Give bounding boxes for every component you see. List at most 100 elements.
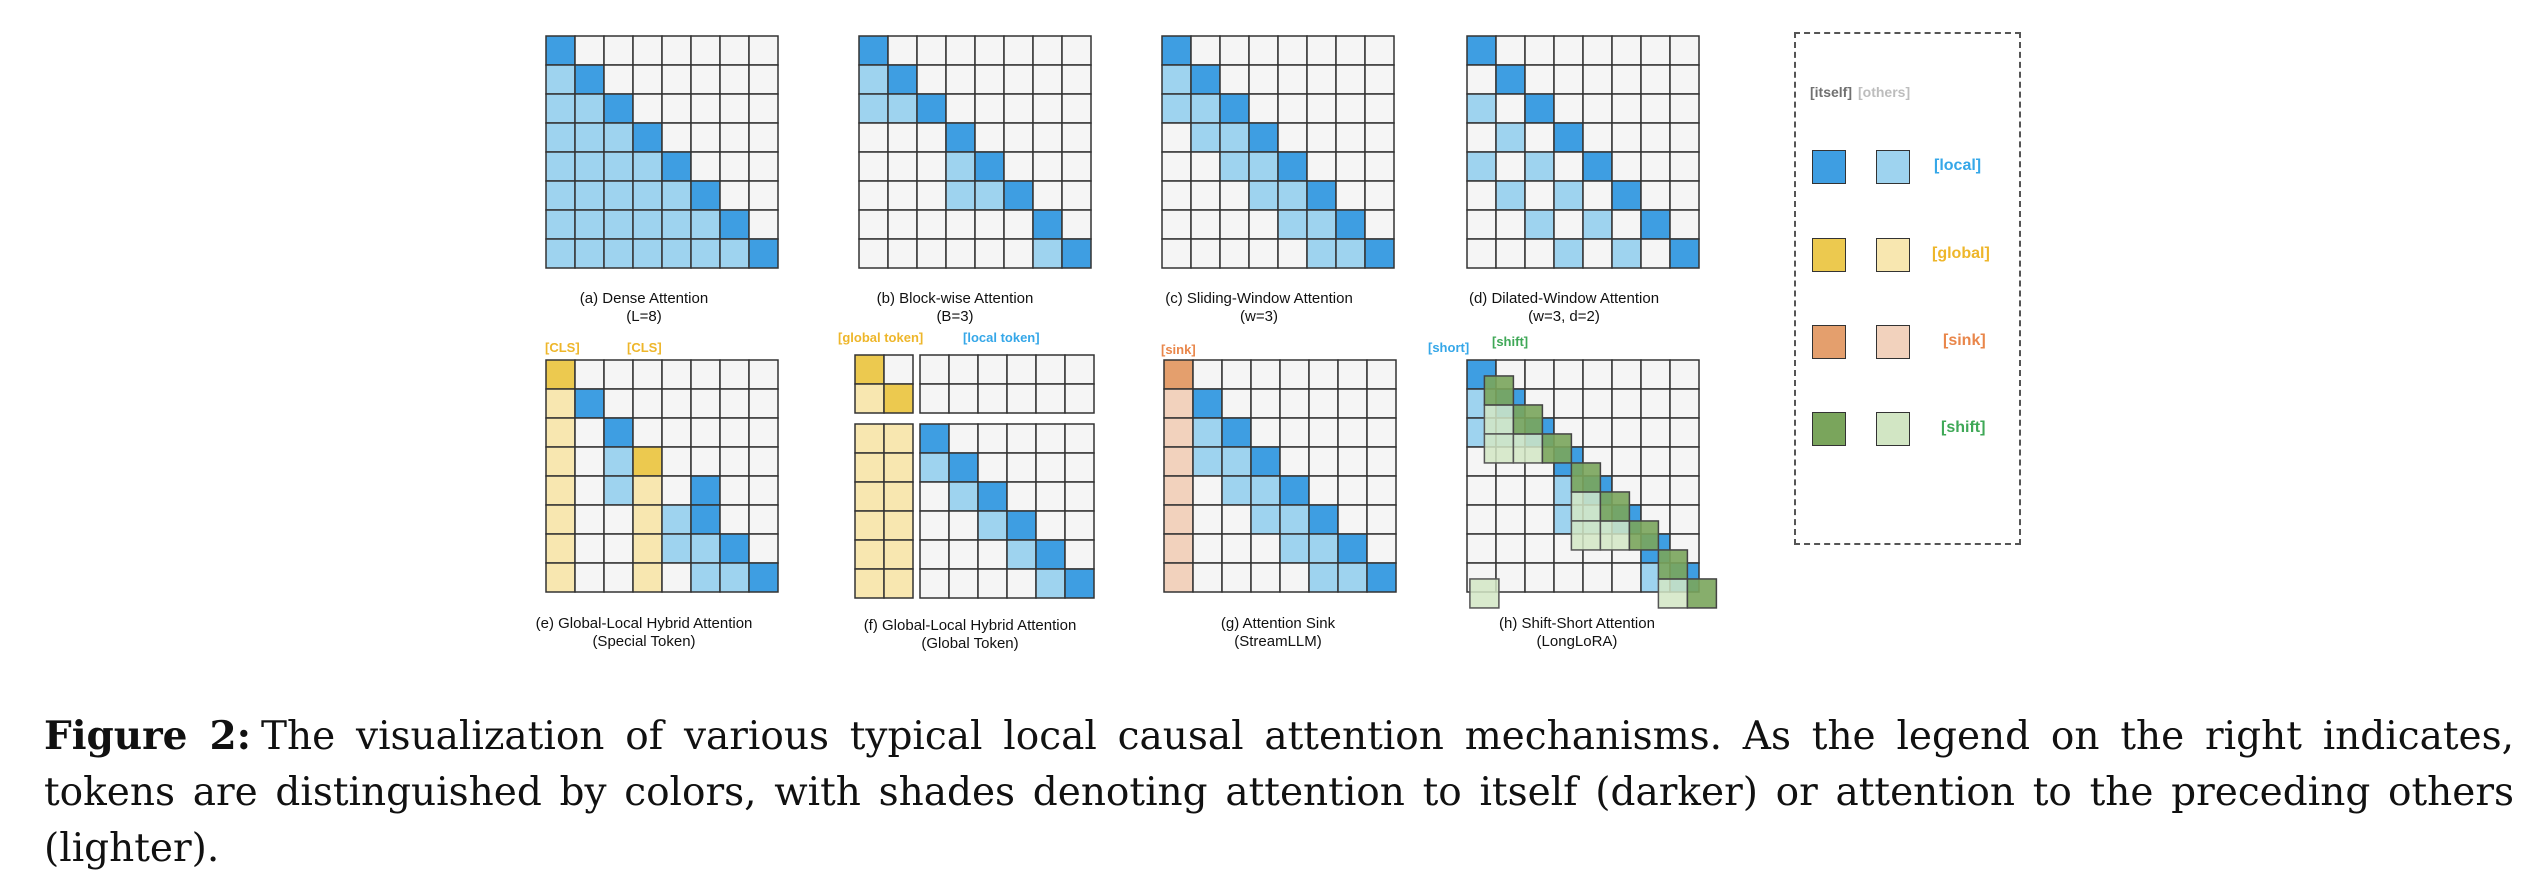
cell-g-2-6 bbox=[1337, 417, 1368, 448]
cell-c-5-6 bbox=[1335, 180, 1366, 211]
cell-b-7-1 bbox=[887, 238, 918, 269]
cell-h-0-7 bbox=[1669, 359, 1700, 390]
cell-e-4-3 bbox=[632, 475, 663, 506]
cell-a-7-1 bbox=[574, 238, 605, 269]
cell-a-3-0 bbox=[545, 122, 576, 153]
cell-f-bot-l-1-3 bbox=[1006, 452, 1037, 483]
cell-d-0-0 bbox=[1466, 35, 1497, 66]
cell-g-4-1 bbox=[1192, 475, 1223, 506]
cell-a-1-5 bbox=[690, 64, 721, 95]
cell-c-7-0 bbox=[1161, 238, 1192, 269]
cell-d-6-4 bbox=[1582, 209, 1613, 240]
cell-f-bot-l-3-3 bbox=[1006, 510, 1037, 541]
panel-label-a: (a) Dense Attention (L=8) bbox=[474, 290, 814, 326]
cell-c-3-7 bbox=[1364, 122, 1395, 153]
cell-c-1-5 bbox=[1306, 64, 1337, 95]
cell-e-4-7 bbox=[748, 475, 779, 506]
cell-b-1-2 bbox=[916, 64, 947, 95]
cell-e-2-6 bbox=[719, 417, 750, 448]
cell-a-4-1 bbox=[574, 151, 605, 182]
cell-d-7-4 bbox=[1582, 238, 1613, 269]
cell-h-5-0 bbox=[1466, 504, 1497, 535]
legend-label-global: [global] bbox=[1932, 245, 1990, 262]
cell-c-6-5 bbox=[1306, 209, 1337, 240]
cell-g-0-6 bbox=[1337, 359, 1368, 390]
cell-g-7-6 bbox=[1337, 562, 1368, 593]
cell-e-2-0 bbox=[545, 417, 576, 448]
cell-a-6-6 bbox=[719, 209, 750, 240]
cell-d-2-6 bbox=[1640, 93, 1671, 124]
cell-g-4-7 bbox=[1366, 475, 1397, 506]
cell-f-top-l-0-1 bbox=[948, 354, 979, 385]
cell-e-1-1 bbox=[574, 388, 605, 419]
cell-b-7-0 bbox=[858, 238, 889, 269]
cell-e-3-7 bbox=[748, 446, 779, 477]
cell-e-0-7 bbox=[748, 359, 779, 390]
cell-b-1-7 bbox=[1061, 64, 1092, 95]
cell-e-4-1 bbox=[574, 475, 605, 506]
cell-d-4-2 bbox=[1524, 151, 1555, 182]
cell-c-5-2 bbox=[1219, 180, 1250, 211]
legend-row-sink: [sink] bbox=[1812, 325, 2012, 361]
cell-d-5-6 bbox=[1640, 180, 1671, 211]
cell-c-0-4 bbox=[1277, 35, 1308, 66]
cell-d-1-7 bbox=[1669, 64, 1700, 95]
cell-c-1-7 bbox=[1364, 64, 1395, 95]
shift-dark-7 bbox=[1686, 578, 1718, 609]
cell-h-4-1 bbox=[1495, 475, 1526, 506]
figure-caption: Figure 2: The visualization of various ty… bbox=[44, 708, 2514, 877]
cell-c-4-6 bbox=[1335, 151, 1366, 182]
cell-f-bot-l-2-3 bbox=[1006, 481, 1037, 512]
cell-f-bot-g-2-1 bbox=[883, 481, 914, 512]
cell-d-3-4 bbox=[1582, 122, 1613, 153]
cell-a-6-3 bbox=[632, 209, 663, 240]
cell-h-7-3 bbox=[1553, 562, 1584, 593]
cell-b-6-2 bbox=[916, 209, 947, 240]
legend-swatch-global-dark bbox=[1812, 238, 1846, 272]
cell-d-4-7 bbox=[1669, 151, 1700, 182]
cell-d-3-3 bbox=[1553, 122, 1584, 153]
cell-b-1-4 bbox=[974, 64, 1005, 95]
legend-swatch-global-light bbox=[1876, 238, 1910, 272]
cell-g-6-3 bbox=[1250, 533, 1281, 564]
cell-d-1-0 bbox=[1466, 64, 1497, 95]
cell-d-4-1 bbox=[1495, 151, 1526, 182]
cell-b-1-0 bbox=[858, 64, 889, 95]
cell-d-7-2 bbox=[1524, 238, 1555, 269]
cell-e-6-0 bbox=[545, 533, 576, 564]
cell-a-6-5 bbox=[690, 209, 721, 240]
cell-d-7-1 bbox=[1495, 238, 1526, 269]
tag-local-token: [local token] bbox=[963, 330, 1040, 345]
cell-g-2-5 bbox=[1308, 417, 1339, 448]
cell-d-4-0 bbox=[1466, 151, 1497, 182]
cell-d-0-4 bbox=[1582, 35, 1613, 66]
cell-b-2-4 bbox=[974, 93, 1005, 124]
cell-b-7-5 bbox=[1003, 238, 1034, 269]
cell-b-4-4 bbox=[974, 151, 1005, 182]
cell-b-2-0 bbox=[858, 93, 889, 124]
cell-e-0-0 bbox=[545, 359, 576, 390]
cell-c-2-4 bbox=[1277, 93, 1308, 124]
cell-a-2-0 bbox=[545, 93, 576, 124]
cell-g-5-7 bbox=[1366, 504, 1397, 535]
cell-b-1-5 bbox=[1003, 64, 1034, 95]
cell-e-5-3 bbox=[632, 504, 663, 535]
cell-b-3-0 bbox=[858, 122, 889, 153]
cell-d-6-6 bbox=[1640, 209, 1671, 240]
shift-light-4 bbox=[1570, 520, 1602, 551]
cell-f-bot-l-4-5 bbox=[1064, 539, 1095, 570]
cell-f-bot-g-5-0 bbox=[854, 568, 885, 599]
cell-f-bot-l-2-0 bbox=[919, 481, 950, 512]
cell-g-4-2 bbox=[1221, 475, 1252, 506]
cell-a-0-5 bbox=[690, 35, 721, 66]
cell-c-1-1 bbox=[1190, 64, 1221, 95]
cell-a-1-0 bbox=[545, 64, 576, 95]
tag-sink: [sink] bbox=[1161, 342, 1196, 357]
cell-d-0-5 bbox=[1611, 35, 1642, 66]
cell-g-3-6 bbox=[1337, 446, 1368, 477]
cell-h-1-5 bbox=[1611, 388, 1642, 419]
cell-a-1-1 bbox=[574, 64, 605, 95]
cell-f-top-l-1-5 bbox=[1064, 383, 1095, 414]
cell-e-5-6 bbox=[719, 504, 750, 535]
cell-c-2-7 bbox=[1364, 93, 1395, 124]
